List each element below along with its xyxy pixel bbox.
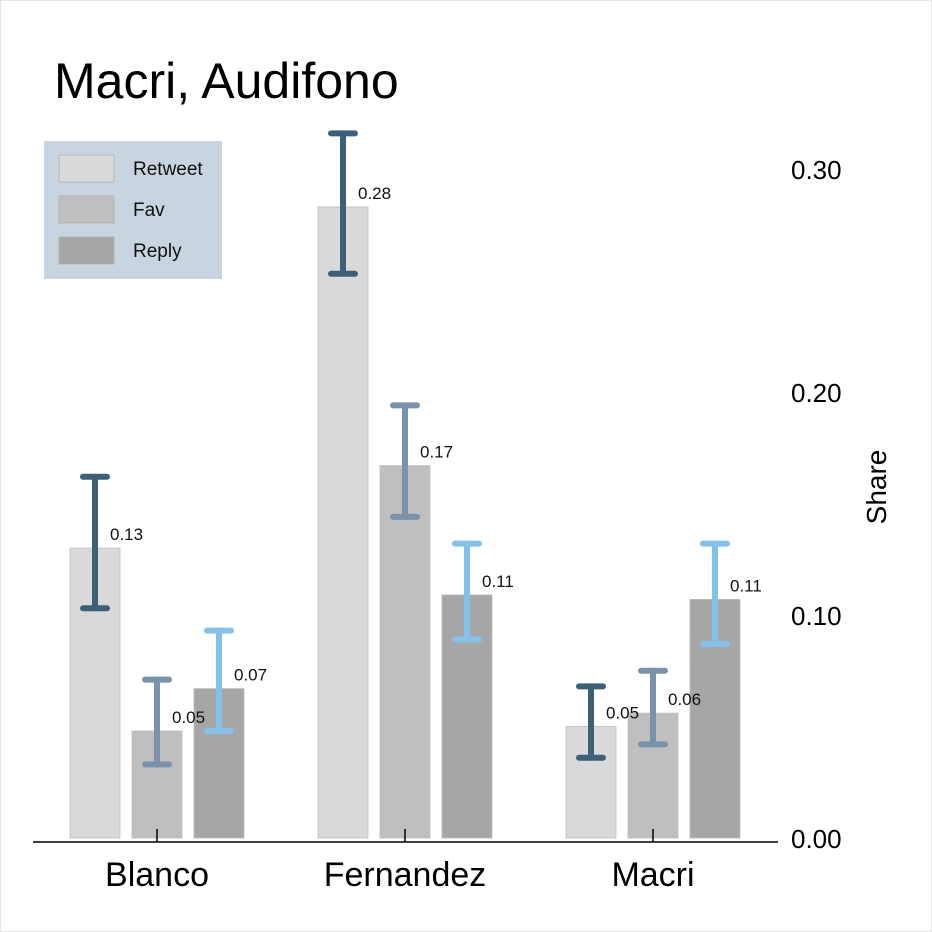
legend-label-reply: Reply xyxy=(133,241,182,262)
y-tick-label-0-20: 0.20 xyxy=(791,378,842,408)
y-tick-label-0-00: 0.00 xyxy=(791,824,842,854)
error-bar-retweet-macri xyxy=(576,683,606,761)
value-label-reply-blanco: 0.07 xyxy=(234,666,267,685)
y-tick-label-0-10: 0.10 xyxy=(791,601,842,631)
value-labels-layer: 0.13 0.28 0.05 0.05 0.17 0.06 0.07 0.11 0.11 xyxy=(110,184,762,727)
value-label-fav-blanco: 0.05 xyxy=(172,708,205,727)
legend-swatch-retweet xyxy=(58,154,115,183)
chart-title: Macri, Audifono xyxy=(54,53,399,109)
legend-label-retweet: Retweet xyxy=(133,159,203,180)
error-bar-retweet-blanco xyxy=(80,473,110,612)
error-bar-reply-fernandez xyxy=(452,540,482,643)
x-tick-label-macri: Macri xyxy=(611,856,694,894)
y-tick-label-0-30: 0.30 xyxy=(791,155,842,185)
x-tick-label-blanco: Blanco xyxy=(105,856,209,894)
error-bar-fav-fernandez xyxy=(390,402,420,520)
bar-reply-fernandez xyxy=(441,594,493,839)
error-bar-reply-macri xyxy=(700,540,730,647)
bar-retweet-fernandez xyxy=(317,206,369,839)
error-bars-layer xyxy=(80,130,730,768)
value-label-retweet-macri: 0.05 xyxy=(606,704,639,723)
legend-label-fav: Fav xyxy=(133,200,165,221)
value-label-retweet-blanco: 0.13 xyxy=(110,525,143,544)
error-bar-fav-blanco xyxy=(142,676,172,768)
y-axis-label: Share xyxy=(861,450,892,525)
value-label-reply-fernandez: 0.11 xyxy=(482,572,514,591)
error-bar-reply-blanco xyxy=(204,627,234,734)
value-label-reply-macri: 0.11 xyxy=(730,576,762,595)
value-label-fav-macri: 0.06 xyxy=(668,690,701,709)
y-ticks-layer: 0.00 0.10 0.20 0.30 xyxy=(791,155,842,854)
value-label-retweet-fernandez: 0.28 xyxy=(358,184,391,203)
legend-swatch-reply xyxy=(58,236,115,265)
x-ticks-layer: Blanco Fernandez Macri xyxy=(105,829,695,894)
x-tick-label-fernandez: Fernandez xyxy=(324,856,487,894)
legend-swatch-fav xyxy=(58,195,115,224)
error-bar-retweet-fernandez xyxy=(328,130,358,277)
value-label-fav-fernandez: 0.17 xyxy=(420,443,453,462)
legend: Retweet Fav Reply xyxy=(44,141,222,279)
error-bar-fav-macri xyxy=(638,667,668,748)
bar-fav-fernandez xyxy=(379,465,431,839)
